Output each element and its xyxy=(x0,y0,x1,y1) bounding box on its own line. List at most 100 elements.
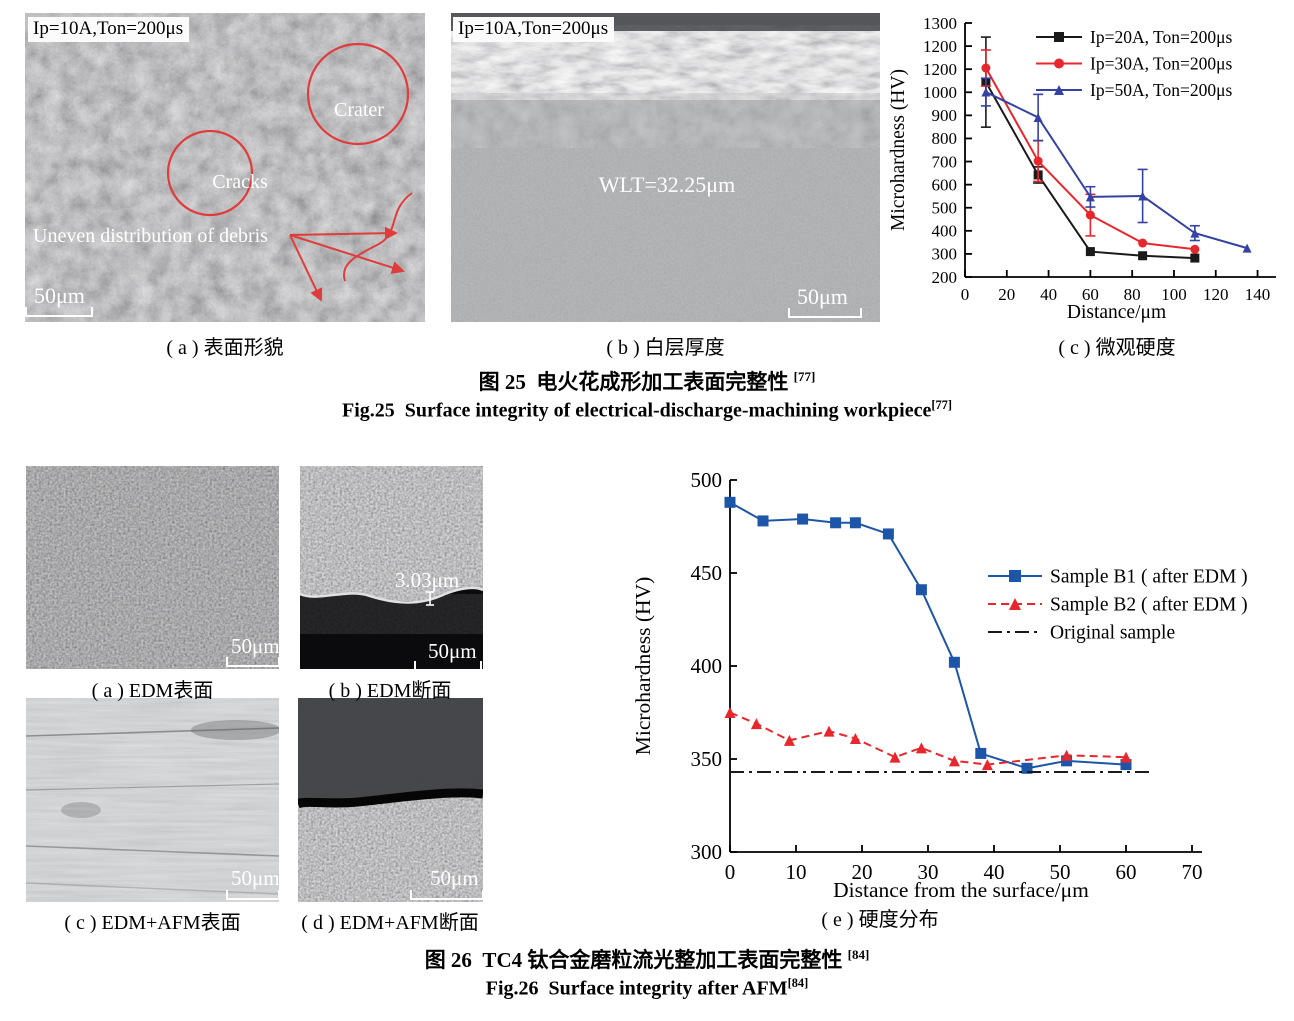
scale-label: 50μm xyxy=(34,283,85,308)
axes xyxy=(729,480,1202,853)
sem-texture xyxy=(25,13,425,322)
param-label: Ip=10A,Ton=200μs xyxy=(453,17,615,42)
x-tick-label: 60 xyxy=(1116,860,1137,884)
y-tick-label: 1200 xyxy=(923,60,957,79)
y-tick-label: 450 xyxy=(691,561,723,585)
y-axis-label: Microhardness (HV) xyxy=(888,69,909,231)
fig26-title-zh: 图 26 TC4 钛合金磨粒流光整加工表面完整性 [84] xyxy=(0,944,1294,974)
x-axis-label: Distance/μm xyxy=(1067,302,1166,323)
crater-label: Crater xyxy=(334,99,384,121)
scale-label: 50μm xyxy=(231,634,279,658)
fig25-title-zh-ref: [77] xyxy=(793,369,816,384)
series-1 xyxy=(724,496,1132,774)
x-tick-label: 20 xyxy=(998,285,1015,304)
debris-label: Uneven distribution of debris xyxy=(33,225,268,247)
fig25-caption-c: ( c ) 微观硬度 xyxy=(1058,337,1176,359)
ticks: 0 10 20 30 40 50 60 70 300 350 400 450 500 xyxy=(691,468,1203,884)
streak-lines xyxy=(26,720,279,895)
fig25-caption-b: ( b ) 白层厚度 xyxy=(606,337,725,359)
sem-texture xyxy=(451,13,880,322)
y-tick-label: 600 xyxy=(932,175,958,194)
y-tick-label: 350 xyxy=(691,747,723,771)
param-label: Ip=10A,Ton=200μs xyxy=(28,17,190,42)
fig25-title-en-ref: [77] xyxy=(931,398,952,412)
wlt-label: WLT=32.25μm xyxy=(598,172,736,197)
fig25-title-zh-text: 图 25 电火花成形加工表面完整性 xyxy=(478,370,794,394)
x-tick-label: 0 xyxy=(725,860,736,884)
legend-label: Sample B2 ( after EDM ) xyxy=(1050,595,1248,616)
x-tick-label: 0 xyxy=(961,285,970,304)
y-tick-label: 300 xyxy=(932,245,958,264)
y-tick-label: 400 xyxy=(932,222,958,241)
scale-bar xyxy=(788,308,862,318)
x-tick-label: 40 xyxy=(984,860,1005,884)
y-tick-label: 700 xyxy=(932,152,958,171)
fig26-panel-b-sem-image: 3.03μm 50μm xyxy=(300,466,483,669)
fig26-title-en: Fig.26 Surface integrity after AFM[84] xyxy=(0,976,1294,1001)
cracks-label: Cracks xyxy=(212,171,268,193)
y-tick-label: 1200 xyxy=(923,37,957,56)
x-tick-label: 70 xyxy=(1182,860,1203,884)
sem-texture xyxy=(26,466,279,669)
sem-texture xyxy=(298,698,483,902)
series-2 xyxy=(980,49,1200,254)
x-tick-label: 50 xyxy=(1050,860,1071,884)
sem-texture xyxy=(26,698,279,902)
y-tick-label: 400 xyxy=(691,654,723,678)
fig26-panel-c-sem-image: 50μm xyxy=(26,698,279,902)
scale-label: 50μm xyxy=(797,284,848,309)
fig26-caption-d: ( d ) EDM+AFM断面 xyxy=(301,912,479,934)
y-tick-label: 300 xyxy=(691,840,723,864)
debris-arrows xyxy=(289,192,413,302)
scale-bar xyxy=(226,657,279,667)
legend-label: Original sample xyxy=(1050,623,1175,644)
thickness-mark xyxy=(426,591,434,606)
fig26-title-en-ref: [84] xyxy=(787,976,809,990)
fig26-panel-a-sem-image: 50μm xyxy=(26,466,279,669)
fig25-microhardness-chart: 0 20 40 60 80 100 120 140 200 300 400 500 600 700 800 9… xyxy=(888,14,1276,323)
fig26-title-zh-text: 图 26 TC4 钛合金磨粒流光整加工表面完整性 xyxy=(424,948,848,972)
x-tick-label: 80 xyxy=(1124,285,1141,304)
fig25-title-en-text: Fig.25 Surface integrity of electrical-d… xyxy=(342,399,932,422)
y-tick-label: 1300 xyxy=(923,14,957,33)
scale-bar xyxy=(25,307,93,317)
legend-label: Sample B1 ( after EDM ) xyxy=(1050,567,1248,588)
legend-label: Ip=30A, Ton=200μs xyxy=(1090,53,1232,73)
legend: Ip=20A, Ton=200μs Ip=30A, Ton=200μs Ip=50A… xyxy=(1036,27,1232,100)
fig26-title-zh-ref: [84] xyxy=(847,947,870,962)
scale-bar xyxy=(410,890,483,900)
fig26-title-en-text: Fig.26 Surface integrity after AFM xyxy=(485,977,788,1000)
x-tick-label: 140 xyxy=(1245,285,1271,304)
fig25-panel-a-sem-image: Ip=10A,Ton=200μs Crater Cracks Uneven di… xyxy=(25,13,425,322)
axes xyxy=(964,23,1276,278)
y-tick-label: 800 xyxy=(932,129,958,148)
fig26-caption-a: ( a ) EDM表面 xyxy=(91,680,214,702)
scale-label: 50μm xyxy=(430,866,479,890)
scale-bar xyxy=(226,890,279,900)
y-tick-label: 900 xyxy=(932,106,958,125)
ticks: 0 20 40 60 80 100 120 140 200 300 400 500 600 700 800 9… xyxy=(923,14,1270,304)
x-tick-label: 20 xyxy=(852,860,873,884)
series-3 xyxy=(980,77,1252,253)
x-axis-label: Distance from the surface/μm xyxy=(833,878,1089,902)
y-axis-label: Microhardness (HV) xyxy=(631,577,655,756)
y-tick-label: 1000 xyxy=(923,83,957,102)
annotation-circles xyxy=(166,42,410,217)
thickness-label: 3.03μm xyxy=(394,568,460,592)
legend-label: Ip=20A, Ton=200μs xyxy=(1090,27,1232,47)
x-tick-label: 40 xyxy=(1040,285,1057,304)
scale-label: 50μm xyxy=(428,639,477,663)
y-tick-label: 500 xyxy=(691,468,723,492)
x-tick-label: 120 xyxy=(1203,285,1229,304)
fig26-panel-d-sem-image: 50μm xyxy=(298,698,483,902)
x-tick-label: 100 xyxy=(1161,285,1187,304)
x-tick-label: 10 xyxy=(786,860,807,884)
legend: Sample B1 ( after EDM ) Sample B2 ( after… xyxy=(988,567,1248,644)
fig25-caption-a: ( a ) 表面形貌 xyxy=(166,337,284,359)
y-tick-label: 200 xyxy=(932,268,958,287)
fig26-hardness-distribution-chart: 0 10 20 30 40 50 60 70 300 350 400 450 500 Sample B1 … xyxy=(631,468,1248,902)
fig25-title-en: Fig.25 Surface integrity of electrical-d… xyxy=(0,398,1294,423)
sem-texture xyxy=(300,466,483,669)
scale-label: 50μm xyxy=(231,866,279,890)
